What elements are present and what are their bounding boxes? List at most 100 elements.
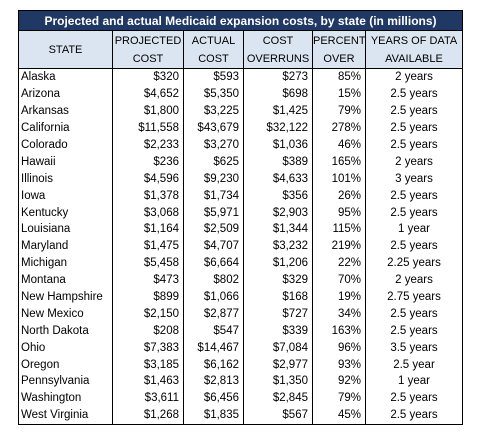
- table-cell: 96%: [312, 339, 366, 357]
- table-cell: 45%: [312, 406, 366, 425]
- table-cell: 95%: [312, 204, 366, 222]
- header-line: COST: [262, 34, 294, 47]
- table-cell: $2,903: [243, 204, 313, 222]
- table-cell: Hawaii: [18, 153, 113, 171]
- data-row: Arizona $4,652 $5,350 $698 15% 2.5 years: [18, 85, 464, 103]
- header-cell: STATE: [18, 30, 113, 69]
- table-cell: $698: [243, 85, 313, 103]
- table-cell: 2.5 years: [364, 322, 464, 340]
- header-cell: YEARS OF DATA AVAILABLE: [364, 30, 464, 69]
- table-cell: Oregon: [18, 356, 113, 374]
- table-cell: $899: [112, 288, 184, 306]
- table-cell: $625: [183, 153, 244, 171]
- table-cell: 2.5 years: [364, 204, 464, 222]
- header-line: AVAILABLE: [385, 52, 443, 65]
- data-row: Pennsylvania $1,463 $2,813 $1,350 92% 1 year: [18, 373, 464, 390]
- header-line: COST: [198, 52, 229, 65]
- table-cell: $2,509: [183, 221, 244, 238]
- table-cell: 2.5 years: [364, 237, 464, 255]
- table-cell: 101%: [312, 170, 366, 188]
- table-cell: $1,344: [243, 221, 313, 238]
- table-cell: $2,845: [243, 389, 313, 407]
- table-cell: Montana: [18, 271, 113, 289]
- header-cell: COST OVERRUNS: [243, 30, 313, 69]
- cost-table: Projected and actual Medicaid expansion …: [17, 10, 464, 425]
- table-cell: $4,596: [112, 170, 184, 188]
- table-cell: Pennsylvania: [18, 373, 113, 390]
- header-cell: ACTUAL COST: [183, 30, 244, 69]
- table-cell: Arkansas: [18, 102, 113, 120]
- table-cell: Illinois: [18, 170, 113, 188]
- table-cell: North Dakota: [18, 322, 113, 340]
- table-cell: $2,150: [112, 305, 184, 323]
- table-cell: $2,977: [243, 356, 313, 374]
- table-cell: 79%: [312, 102, 366, 120]
- table-cell: $320: [112, 68, 184, 86]
- table-cell: $802: [183, 271, 244, 289]
- table-cell: $1,475: [112, 237, 184, 255]
- table-cell: 92%: [312, 373, 366, 390]
- header-line: YEARS OF DATA: [370, 34, 458, 47]
- data-row: Colorado $2,233 $3,270 $1,036 46% 2.5 years: [18, 136, 464, 154]
- data-row: Michigan $5,458 $6,664 $1,206 22% 2.25 years: [18, 254, 464, 272]
- table-cell: $473: [112, 271, 184, 289]
- table-cell: New Hampshire: [18, 288, 113, 306]
- table-cell: $4,707: [183, 237, 244, 255]
- data-row: Illinois $4,596 $9,230 $4,633 101% 3 years: [18, 170, 464, 188]
- table-cell: $3,270: [183, 136, 244, 154]
- table-cell: $3,225: [183, 102, 244, 120]
- table-cell: 2.5 years: [364, 406, 464, 425]
- header-line: OVER: [323, 52, 355, 65]
- data-row: Oregon $3,185 $6,162 $2,977 93% 2.5 year: [18, 356, 464, 374]
- table-cell: 2.5 years: [364, 389, 464, 407]
- data-row: New Hampshire $899 $1,066 $168 19% 2.75 years: [18, 288, 464, 306]
- table-cell: Alaska: [18, 68, 113, 86]
- table-cell: Michigan: [18, 254, 113, 272]
- table-cell: $1,066: [183, 288, 244, 306]
- table-cell: $567: [243, 406, 313, 425]
- header-line: PERCENT: [313, 34, 366, 47]
- table-cell: $4,652: [112, 85, 184, 103]
- table-cell: $7,383: [112, 339, 184, 357]
- data-row: Kentucky $3,068 $5,971 $2,903 95% 2.5 years: [18, 204, 464, 222]
- table-cell: $2,233: [112, 136, 184, 154]
- table-cell: $43,679: [183, 119, 244, 137]
- table-cell: $1,425: [243, 102, 313, 120]
- table-cell: Ohio: [18, 339, 113, 357]
- table-cell: $1,378: [112, 187, 184, 205]
- header-line: STATE: [48, 43, 83, 56]
- table-cell: 3.5 years: [364, 339, 464, 357]
- data-row: Washington $3,611 $6,456 $2,845 79% 2.5 years: [18, 389, 464, 407]
- table-cell: 93%: [312, 356, 366, 374]
- table-cell: $356: [243, 187, 313, 205]
- data-row: Montana $473 $802 $329 70% 2 years: [18, 271, 464, 289]
- table-cell: $5,971: [183, 204, 244, 222]
- table-cell: 2.5 years: [364, 136, 464, 154]
- header-cell: PERCENT OVER: [312, 30, 366, 69]
- table-cell: 46%: [312, 136, 366, 154]
- table-cell: $1,036: [243, 136, 313, 154]
- table-cell: $273: [243, 68, 313, 86]
- table-cell: 2.5 years: [364, 102, 464, 120]
- header-line: ACTUAL: [191, 34, 236, 47]
- header-row: STATE PROJECTED COST ACTUAL COST COST OVERRUNS…: [18, 30, 464, 69]
- data-row: Maryland $1,475 $4,707 $3,232 219% 2.5 years: [18, 237, 464, 255]
- data-row: West Virginia $1,268 $1,835 $567 45% 2.5 year…: [18, 406, 464, 425]
- table-cell: New Mexico: [18, 305, 113, 323]
- table-cell: $3,232: [243, 237, 313, 255]
- table-cell: $1,164: [112, 221, 184, 238]
- table-cell: $593: [183, 68, 244, 86]
- table-cell: 2 years: [364, 153, 464, 171]
- table-cell: 2.5 years: [364, 119, 464, 137]
- table-cell: 70%: [312, 271, 366, 289]
- table-cell: Colorado: [18, 136, 113, 154]
- table-cell: Kentucky: [18, 204, 113, 222]
- table-cell: $14,467: [183, 339, 244, 357]
- table-cell: 2 years: [364, 68, 464, 86]
- table-cell: West Virginia: [18, 406, 113, 425]
- table-cell: $1,268: [112, 406, 184, 425]
- table-cell: 85%: [312, 68, 366, 86]
- table-cell: $208: [112, 322, 184, 340]
- table-cell: $1,463: [112, 373, 184, 390]
- table-title: Projected and actual Medicaid expansion …: [17, 10, 464, 31]
